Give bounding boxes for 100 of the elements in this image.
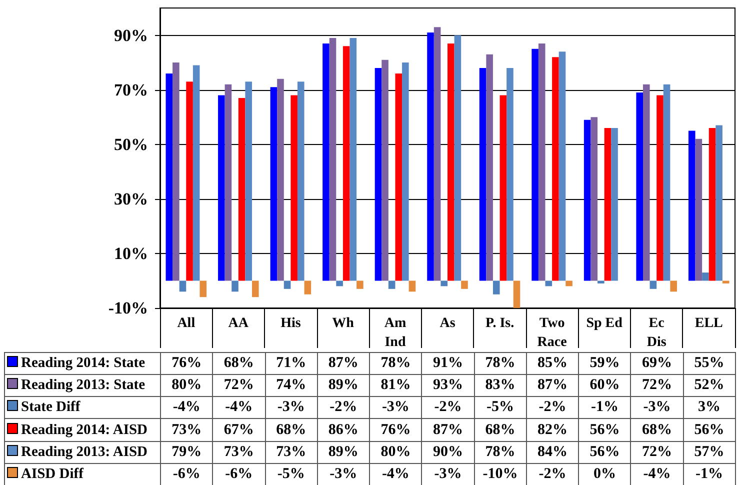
data-label: 79% [160,441,213,464]
bar [558,52,566,281]
data-label: 52% [683,374,736,397]
bar [566,280,572,286]
data-label: 87% [317,352,370,375]
bar [395,73,402,281]
legend-label: Reading 2014: State [21,355,146,372]
data-label: 55% [683,352,736,375]
x-tick-label: Wh [332,316,354,331]
bar [232,280,238,292]
bar [388,280,396,289]
y-tick-label: 70% [114,80,148,100]
data-label: -5% [265,463,318,485]
data-label: 78% [474,352,526,375]
y-tick-label: 50% [114,134,148,154]
data-label: 73% [160,418,213,442]
x-tick-label: As [440,316,456,331]
y-tick-label: -10% [108,298,148,318]
bar [688,130,696,281]
data-label: 76% [370,418,422,442]
data-label: 84% [526,441,579,464]
data-label: 74% [265,374,318,397]
data-label: 87% [422,418,474,442]
bar [336,280,343,286]
bar [408,280,416,292]
data-label: 78% [370,352,422,375]
data-label: -6% [160,463,213,485]
x-tick-label: Two Race [537,316,567,350]
bar [663,84,670,281]
bar [179,280,186,292]
data-label: -3% [370,396,422,419]
bar [382,60,388,281]
data-label: -3% [317,463,370,485]
data-label: 71% [265,352,318,375]
data-label: 93% [422,374,474,397]
bar [172,62,180,281]
data-label: 56% [578,418,631,442]
bar [356,280,364,289]
bar [506,68,514,281]
bar [329,38,336,281]
bar [461,280,468,289]
data-label: 72% [630,441,684,464]
bar [434,27,441,281]
legend-label: AISD Diff [21,466,84,482]
bar [277,78,284,281]
bar [604,128,612,281]
data-label: -3% [265,396,318,419]
bar [342,46,350,281]
data-label: 78% [474,441,526,464]
bar [224,84,232,281]
data-label: 82% [526,418,579,442]
bar [218,95,225,281]
bar [350,38,357,281]
bar [297,82,304,281]
data-label: -5% [474,396,526,419]
data-label: 0% [578,463,631,485]
bar [486,54,493,281]
bar [322,43,330,281]
data-label: 57% [683,441,736,464]
bar [479,68,486,281]
data-label: 87% [526,374,579,397]
bar [532,48,538,281]
bar [650,280,657,289]
bar [186,82,193,281]
x-tick-label: Ec Dis [646,316,667,350]
bar [722,280,730,284]
bar [656,95,664,281]
legend-label: Reading 2013: State [21,377,146,394]
data-label: 80% [160,374,213,397]
data-label: 85% [526,352,579,375]
data-label: 56% [578,441,631,464]
data-label: 89% [317,374,370,397]
data-label: 68% [630,418,684,442]
bar [611,128,618,281]
bar [427,32,434,281]
data-label: 89% [317,441,370,464]
data-label: -2% [526,463,579,485]
bar [695,138,702,281]
data-label: 73% [212,441,266,464]
data-label: 72% [630,374,684,397]
legend-label: State Diff [21,399,80,416]
data-label: 86% [317,418,370,442]
data-label: -3% [630,396,684,419]
bar [245,82,252,281]
bar [590,117,598,281]
data-label: 72% [212,374,266,397]
bar [636,92,643,281]
data-label: 81% [370,374,422,397]
x-tick-label: P. Is. [485,316,514,331]
bar [552,57,559,281]
data-label: -6% [212,463,266,485]
data-label: -3% [422,463,474,485]
bar [374,68,382,281]
data-label: 60% [578,374,631,397]
data-label: 68% [474,418,526,442]
bar [238,98,246,281]
data-label: 90% [422,441,474,464]
y-tick-label: 90% [114,26,148,45]
bar [200,280,207,298]
bar [500,95,507,281]
